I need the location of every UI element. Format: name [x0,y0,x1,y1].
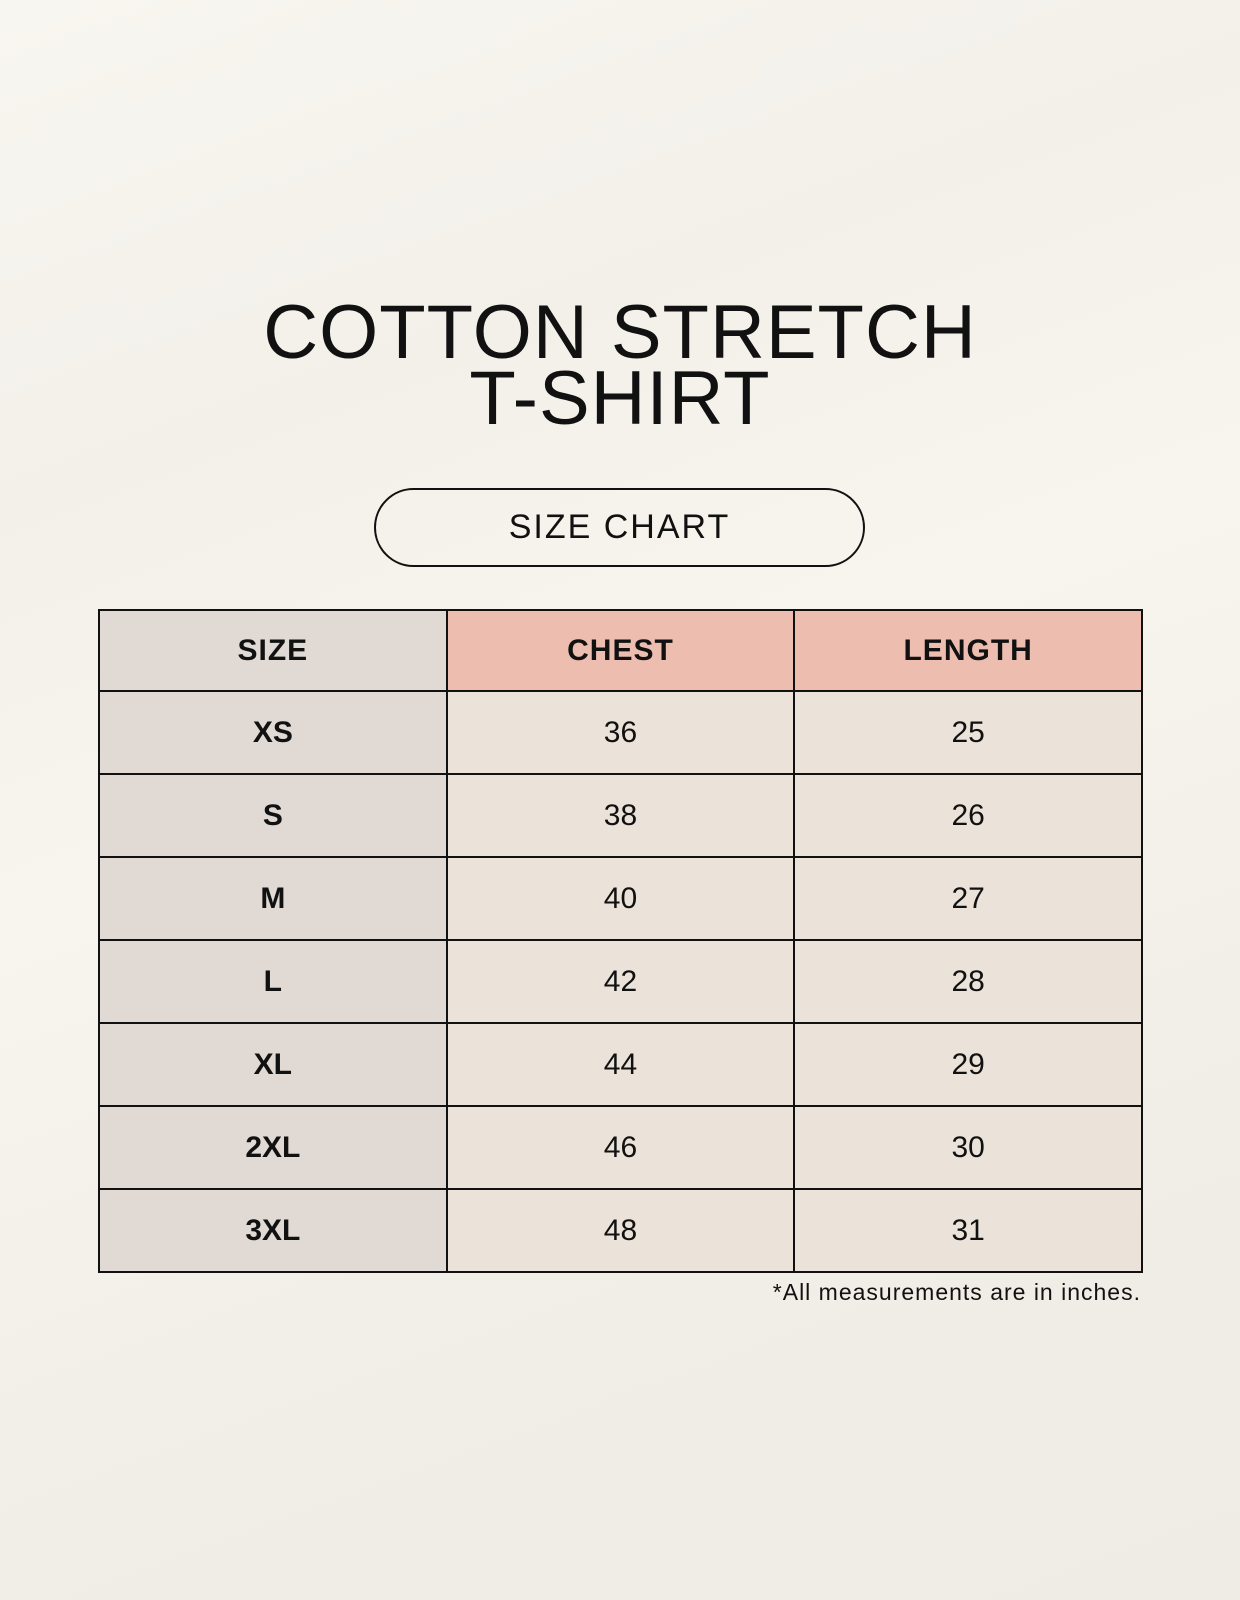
table-row: 2XL 46 30 [98,1105,1143,1190]
length-cell: 31 [793,1188,1143,1273]
length-cell: 28 [793,939,1143,1024]
size-cell: 2XL [98,1105,448,1190]
table-row: XS 36 25 [98,690,1143,775]
page-title: COTTON STRETCH T-SHIRT [0,290,1240,441]
length-cell: 27 [793,856,1143,941]
size-chart-badge: SIZE CHART [374,488,865,567]
header-chest: CHEST [445,609,796,692]
table-header-row: SIZE CHEST LENGTH [98,609,1143,692]
chest-cell: 38 [445,773,796,858]
length-cell: 29 [793,1022,1143,1107]
size-table: SIZE CHEST LENGTH XS 36 25 S 38 26 M 40 27 L 42 28 X… [98,609,1143,1273]
title-line-1: COTTON STRETCH [263,290,977,375]
length-cell: 25 [793,690,1143,775]
chest-cell: 40 [445,856,796,941]
table-row: M 40 27 [98,856,1143,941]
chest-cell: 44 [445,1022,796,1107]
size-cell: S [98,773,448,858]
footnote: *All measurements are in inches. [772,1279,1141,1305]
header-size: SIZE [98,609,448,692]
chest-cell: 48 [445,1188,796,1273]
length-cell: 26 [793,773,1143,858]
table-row: L 42 28 [98,939,1143,1024]
size-cell: M [98,856,448,941]
size-cell: 3XL [98,1188,448,1273]
table-row: XL 44 29 [98,1022,1143,1107]
size-cell: XL [98,1022,448,1107]
size-cell: L [98,939,448,1024]
title-line-2: T-SHIRT [469,356,771,441]
chest-cell: 46 [445,1105,796,1190]
size-cell: XS [98,690,448,775]
header-length: LENGTH [793,609,1143,692]
chest-cell: 36 [445,690,796,775]
table-row: 3XL 48 31 [98,1188,1143,1273]
chest-cell: 42 [445,939,796,1024]
length-cell: 30 [793,1105,1143,1190]
table-row: S 38 26 [98,773,1143,858]
